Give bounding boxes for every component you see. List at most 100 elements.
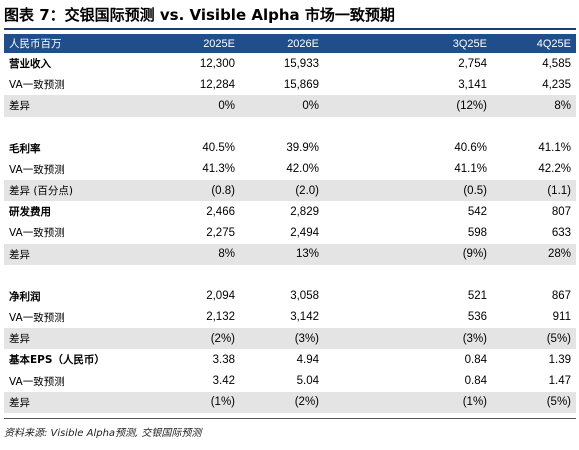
- table-row: 基本EPS（人民币） 3.38 4.94 0.84 1.39: [4, 349, 576, 370]
- table-cell: (3%): [462, 332, 487, 345]
- table-cell: (1.1): [547, 184, 571, 197]
- row-label: 研发费用: [9, 206, 51, 219]
- table-cell: [324, 392, 408, 413]
- row-label: 差异: [9, 248, 30, 261]
- table-cell: (2%): [210, 332, 235, 345]
- table-cell: 3,142: [290, 311, 319, 324]
- row-label: 差异: [9, 333, 30, 346]
- table-cell: 0%: [218, 99, 235, 112]
- table-row: 差异 (2%) (3%) (3%) (5%): [4, 328, 576, 350]
- table-cell: 3,141: [458, 78, 487, 91]
- table-body: 营业收入 12,300 15,933 2,754 4,585 VA一致预测 12,284 15…: [4, 53, 576, 413]
- table-cell: [324, 159, 408, 180]
- table-cell: [324, 95, 408, 116]
- table-cell: 4,235: [542, 78, 571, 91]
- table-cell: 1.39: [548, 353, 571, 366]
- table-row: 差异 0% 0% (12%) 8%: [4, 95, 576, 117]
- table-cell: [324, 244, 408, 265]
- table-cell: 521: [467, 290, 487, 303]
- table-cell: 40.5%: [202, 142, 235, 155]
- table-cell: (1%): [210, 396, 235, 409]
- table-row: 净利润 2,094 3,058 521 867: [4, 286, 576, 307]
- table-cell: 42.0%: [286, 163, 319, 176]
- header-unit-label: 人民币百万: [9, 38, 62, 50]
- row-label: 毛利率: [9, 142, 41, 155]
- title-divider: [4, 28, 576, 30]
- source-note: 资料来源: Visible Alpha预测, 交银国际预测: [4, 428, 202, 439]
- table-cell: 0.84: [464, 353, 487, 366]
- table-cell: 633: [551, 226, 571, 239]
- table-bottom-divider: [4, 418, 576, 419]
- row-label: VA一致预测: [9, 375, 65, 388]
- table-cell: (0.8): [211, 184, 235, 197]
- table-cell: (1%): [462, 396, 487, 409]
- table-cell: 867: [551, 290, 571, 303]
- header-col-blank: [324, 34, 408, 53]
- figure-title: 图表 7：交银国际预测 vs. Visible Alpha 市场一致预期: [4, 6, 395, 24]
- row-label: 净利润: [9, 290, 41, 303]
- table-row: VA一致预测 3.42 5.04 0.84 1.47: [4, 370, 576, 391]
- table-cell: 3.38: [212, 353, 235, 366]
- row-label: VA一致预测: [9, 311, 65, 324]
- table-row: VA一致预测 2,132 3,142 536 911: [4, 307, 576, 328]
- table-cell: (12%): [456, 99, 487, 112]
- table-cell: 41.1%: [538, 142, 571, 155]
- table-cell: (2%): [294, 396, 319, 409]
- table-header-row: 人民币百万 2025E 2026E 3Q25E 4Q25E: [4, 34, 576, 53]
- table-cell: 41.3%: [202, 163, 235, 176]
- table-cell: (3%): [294, 332, 319, 345]
- table-cell: 2,754: [458, 57, 487, 70]
- row-label: 基本EPS（人民币）: [9, 354, 105, 367]
- table-row: VA一致预测 12,284 15,869 3,141 4,235: [4, 74, 576, 95]
- row-label: VA一致预测: [9, 163, 65, 176]
- table-cell: [324, 307, 408, 328]
- table-cell: 39.9%: [286, 142, 319, 155]
- header-col-3q25e: 3Q25E: [452, 37, 487, 50]
- spacer-row: [4, 265, 576, 286]
- header-col-2026e: 2026E: [287, 37, 319, 50]
- table-cell: 8%: [218, 248, 235, 261]
- table-cell: [324, 138, 408, 159]
- table-cell: [324, 201, 408, 222]
- table-cell: (0.5): [463, 184, 487, 197]
- table-cell: 1.47: [548, 375, 571, 388]
- table-cell: 598: [467, 226, 487, 239]
- table-row: 研发费用 2,466 2,829 542 807: [4, 201, 576, 222]
- table-cell: 15,933: [283, 57, 319, 70]
- header-col-4q25e: 4Q25E: [536, 37, 571, 50]
- table-cell: 542: [467, 205, 487, 218]
- table-cell: 2,275: [206, 226, 235, 239]
- header-col-2025e: 2025E: [203, 37, 235, 50]
- table-cell: [324, 286, 408, 307]
- table-cell: [324, 53, 408, 74]
- table-cell: 12,300: [199, 57, 235, 70]
- table-row: VA一致预测 2,275 2,494 598 633: [4, 222, 576, 243]
- table-cell: 13%: [295, 248, 319, 261]
- table-cell: 42.2%: [538, 163, 571, 176]
- table-cell: [324, 180, 408, 201]
- table-cell: 3.42: [212, 375, 235, 388]
- table-row: 营业收入 12,300 15,933 2,754 4,585: [4, 53, 576, 74]
- table-cell: 4.94: [296, 353, 319, 366]
- table-cell: 2,494: [290, 226, 319, 239]
- table-cell: 2,829: [290, 205, 319, 218]
- spacer-row: [4, 117, 576, 138]
- table-cell: 2,466: [206, 205, 235, 218]
- table-cell: [324, 370, 408, 391]
- table-cell: 3,058: [290, 290, 319, 303]
- table-cell: 807: [551, 205, 571, 218]
- spacer-cell: [4, 117, 576, 138]
- table-cell: 911: [552, 311, 571, 324]
- table-cell: 4,585: [542, 57, 571, 70]
- table-row: 差异 (百分点) (0.8) (2.0) (0.5) (1.1): [4, 179, 576, 202]
- table-cell: 15,869: [283, 78, 319, 91]
- table-cell: 41.1%: [454, 163, 487, 176]
- row-label: VA一致预测: [9, 227, 65, 240]
- table-cell: 0.84: [464, 375, 487, 388]
- table-row: 差异 8% 13% (9%) 28%: [4, 243, 576, 265]
- table-cell: 5.04: [296, 375, 319, 388]
- row-label: 营业收入: [9, 58, 51, 71]
- table-cell: 2,094: [206, 290, 235, 303]
- forecast-comparison-table: 人民币百万 2025E 2026E 3Q25E 4Q25E 营业收入 12,300…: [4, 34, 576, 413]
- table-cell: [324, 74, 408, 95]
